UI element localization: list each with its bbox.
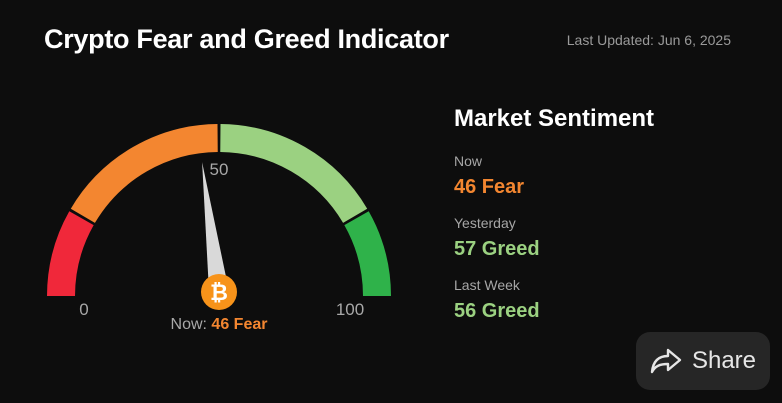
sentiment-last-week: Last Week 56 Greed [454,277,654,323]
gauge-now-readout: Now: 46 Fear [0,316,438,334]
market-sentiment-panel: Market Sentiment Now 46 Fear Yesterday 5… [454,105,654,339]
sentiment-title: Market Sentiment [454,105,655,132]
share-button[interactable]: Share [636,332,770,390]
page-title: Crypto Fear and Greed Indicator [44,24,449,54]
sentiment-now: Now 46 Fear [454,153,654,199]
sentiment-now-label: Now [454,153,483,169]
gauge-min-label: 0 [79,300,88,319]
now-prefix: Now: [170,316,207,333]
share-arrow-icon [650,347,682,375]
gauge-segment-greed [219,124,368,224]
share-label: Share [691,347,757,374]
sentiment-last-week-value: 56 Greed [454,300,540,322]
now-value: 46 Fear [211,316,268,333]
bitcoin-icon: ₿ [201,274,237,310]
gauge-max-label: 100 [336,300,364,319]
gauge-needle [202,162,229,294]
sentiment-yesterday-value: 57 Greed [454,238,540,260]
last-updated: Last Updated: Jun 6, 2025 [566,32,731,48]
sentiment-now-value: 46 Fear [454,176,525,198]
sentiment-last-week-label: Last Week [454,277,520,293]
gauge-segment-extreme-greed [344,211,391,297]
gauge-segment-fear [70,124,219,224]
gauge-mid-label: 50 [210,160,229,179]
fear-greed-gauge: 50 0 100 ₿ [47,124,391,319]
sentiment-yesterday: Yesterday 57 Greed [454,215,654,261]
sentiment-yesterday-label: Yesterday [454,215,516,231]
svg-text:₿: ₿ [210,281,228,306]
gauge-segment-extreme-fear [47,211,94,297]
